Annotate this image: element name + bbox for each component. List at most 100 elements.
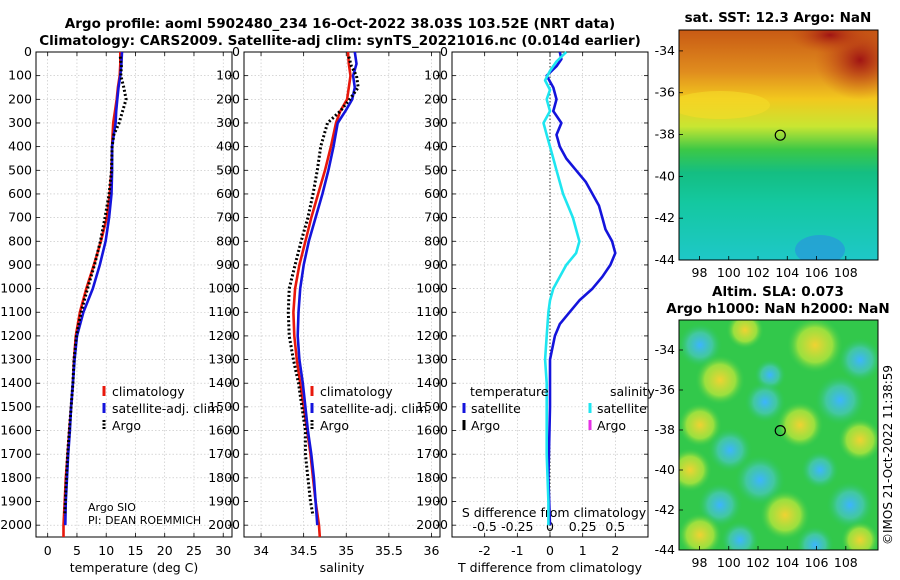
- salinity-ytick-label: 1600: [208, 423, 240, 438]
- temperature-legend-label: Argo: [112, 418, 141, 433]
- temperature-xtick-label: 20: [157, 543, 173, 558]
- difference-s-tick-label: 0: [546, 519, 554, 534]
- temperature-ytick-label: 1600: [0, 423, 32, 438]
- salinity-ytick-label: 1500: [208, 399, 240, 414]
- temperature-ytick-label: 500: [8, 162, 32, 177]
- sla-map-title-line1: Altim. SLA: 0.073: [712, 284, 844, 300]
- difference-ytick-label: 900: [424, 257, 448, 272]
- difference-ytick-label: 700: [424, 210, 448, 225]
- temperature-xlabel: temperature (deg C): [70, 560, 199, 575]
- salinity-ytick-label: 400: [216, 139, 240, 154]
- difference-xtick-label: -2: [478, 543, 490, 558]
- salinity-legend-label: satellite-adj. clim.: [320, 401, 431, 416]
- temperature-ytick-label: 0: [24, 44, 32, 59]
- sla_map-xtick-label: 104: [775, 555, 799, 570]
- temperature-annotation: Argo SIO: [88, 501, 136, 514]
- salinity-xtick-label: 34: [253, 543, 269, 558]
- difference-ytick-label: 800: [424, 233, 448, 248]
- difference-legend-label-temperature: satellite: [471, 401, 521, 416]
- temperature-legend-label: climatology: [112, 384, 185, 399]
- sla-map-axes: -34 -36 -38 -40 -42 -44 98 100 102 104 106 108: [655, 342, 858, 570]
- temperature-ytick-label: 1900: [0, 494, 32, 509]
- sst-map-axes: -34 -36 -38 -40 -42 -44 98 100 102 104 106 108: [655, 43, 858, 280]
- salinity-ytick-label: 0: [232, 44, 240, 59]
- sla_map-ytick-label: -44: [655, 542, 675, 557]
- salinity-ytick-label: 1000: [208, 281, 240, 296]
- temperature-xtick-label: 25: [186, 543, 202, 558]
- salinity-frame: [243, 51, 441, 538]
- sla-high-eddy: [759, 489, 811, 541]
- sla-high-eddy: [694, 354, 746, 406]
- temperature-xtick-label: 15: [128, 543, 144, 558]
- sla_map-xtick-label: 102: [746, 555, 770, 570]
- sla-high-eddy: [725, 320, 765, 350]
- difference-legend-title-temperature: temperature: [470, 384, 549, 399]
- sst_map-ytick-label: -40: [655, 168, 675, 183]
- sst_map-xtick-label: 104: [775, 265, 799, 280]
- temperature-ytick-label: 700: [8, 210, 32, 225]
- difference-ytick-label: 1200: [416, 328, 448, 343]
- salinity-ytick-label: 500: [216, 162, 240, 177]
- difference-xlabel: T difference from climatology: [457, 560, 643, 575]
- salinity-ytick-label: 800: [216, 233, 240, 248]
- salinity-ytick-label: 600: [216, 186, 240, 201]
- difference-ytick-label: 2000: [416, 517, 448, 532]
- difference-s-label: S difference from climatology: [462, 505, 647, 520]
- sla-high-eddy: [837, 417, 878, 463]
- salinity-ytick-label: 300: [216, 115, 240, 130]
- salinity-panel: 0 100 200 300 400 500 600 700 800 900 1000 1100 1200…: [208, 44, 441, 575]
- sst_map-ytick-label: -42: [655, 210, 675, 225]
- difference-ytick-label: 100: [424, 68, 448, 83]
- difference-xtick-label: -1: [511, 543, 523, 558]
- sla-high-eddy: [840, 520, 878, 550]
- difference-ytick-label: 1400: [416, 375, 448, 390]
- sla_map-xtick-label: 108: [834, 555, 858, 570]
- difference-legend-label-temperature: Argo: [471, 418, 500, 433]
- sst_map-xtick-label: 100: [717, 265, 741, 280]
- sla_map-xtick-label: 100: [717, 555, 741, 570]
- sst_map-xtick-label: 98: [692, 265, 708, 280]
- sla-map-frame: [678, 319, 879, 551]
- difference-ytick-label: 1300: [416, 352, 448, 367]
- imos-timestamp: ©IMOS 21-Oct-2022 11:38:59: [881, 365, 895, 545]
- temperature-panel: 0100200300400500600700800900100011001200…: [0, 44, 233, 575]
- difference-ytick-label: 200: [424, 91, 448, 106]
- temperature-series-argo: [63, 56, 128, 516]
- sla-map-title-line2: Argo h1000: NaN h2000: NaN: [666, 301, 889, 317]
- difference-legend-label-salinity: Argo: [597, 418, 626, 433]
- salinity-xtick-label: 35.5: [375, 543, 403, 558]
- difference-ytick-label: 400: [424, 139, 448, 154]
- sla-high-eddy: [786, 320, 844, 374]
- difference-ytick-label: 1900: [416, 494, 448, 509]
- temperature-annotation: PI: DEAN ROEMMICH: [88, 514, 201, 527]
- salinity-series-argo: [286, 56, 360, 516]
- temperature-ytick-label: 2000: [0, 517, 32, 532]
- sla-high-eddy: [679, 402, 723, 448]
- temperature-ytick-label: 1000: [0, 281, 32, 296]
- sst-cool-patch: [795, 235, 845, 260]
- salinity-series-climatology: [292, 51, 352, 538]
- sst-map-frame: [678, 29, 879, 261]
- temperature-ytick-label: 300: [8, 115, 32, 130]
- temperature-ytick-label: 200: [8, 91, 32, 106]
- sla_map-xtick-label: 106: [805, 555, 829, 570]
- difference-series-temperature-satellite: [545, 51, 617, 526]
- sst_map-xtick-label: 108: [834, 265, 858, 280]
- difference-ytick-label: 1500: [416, 399, 448, 414]
- sla_map-ytick-label: -42: [655, 502, 675, 517]
- salinity-xlabel: salinity: [320, 560, 365, 575]
- difference-s-tick-label: 0.5: [605, 519, 625, 534]
- sla-eddies: [679, 320, 878, 550]
- temperature-ytick-label: 1400: [0, 375, 32, 390]
- salinity-ytick-label: 100: [216, 68, 240, 83]
- sst_map-xtick-label: 106: [805, 265, 829, 280]
- temperature-series-satellite-adj-clim-: [64, 51, 124, 526]
- temperature-ytick-label: 1200: [0, 328, 32, 343]
- sst_map-ytick-label: -38: [655, 127, 675, 142]
- difference-ytick-label: 0: [440, 44, 448, 59]
- sla-low-eddy: [826, 481, 874, 529]
- temperature-ytick-label: 400: [8, 139, 32, 154]
- temperature-ytick-label: 900: [8, 257, 32, 272]
- difference-ytick-label: 600: [424, 186, 448, 201]
- temperature-ytick-label: 1100: [0, 304, 32, 319]
